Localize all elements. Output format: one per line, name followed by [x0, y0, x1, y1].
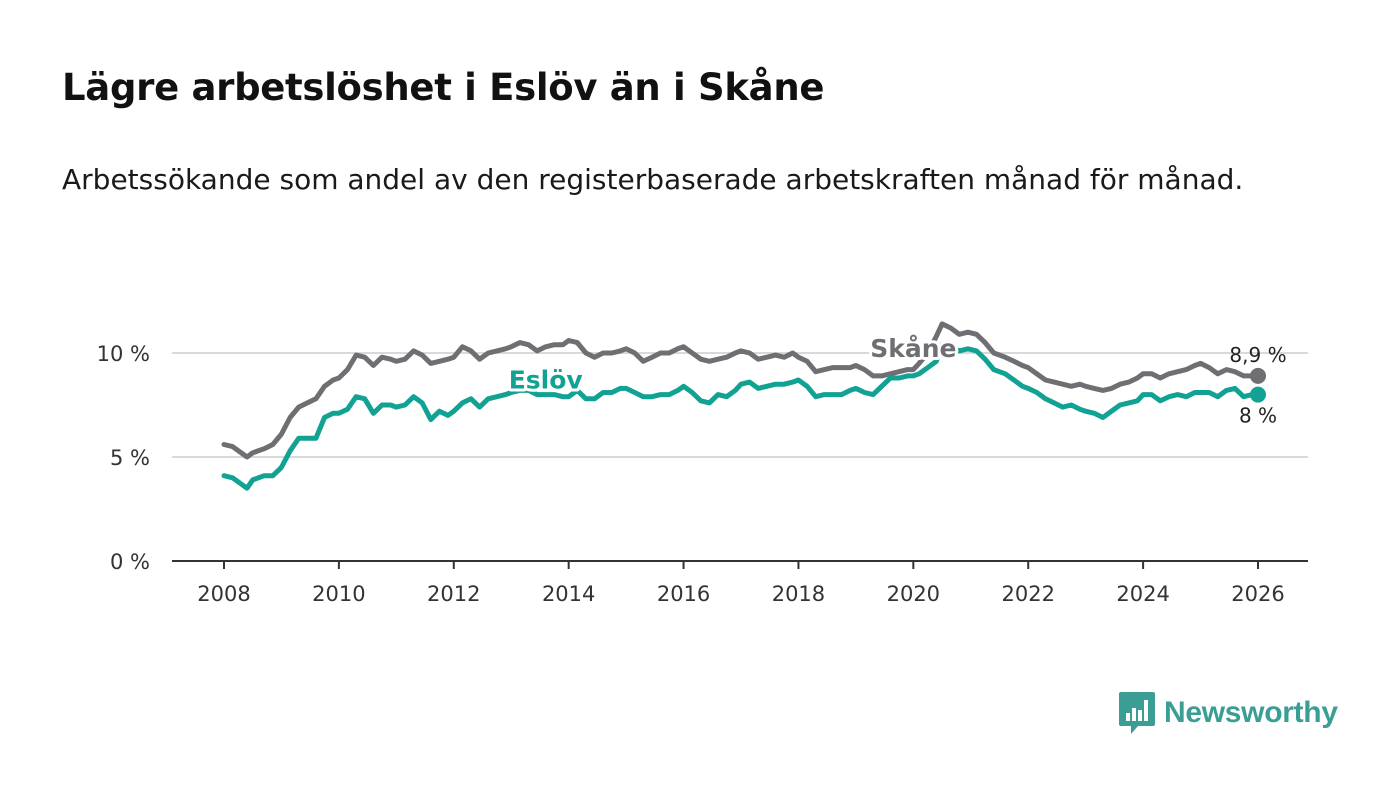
- x-tick-label: 2014: [542, 582, 595, 606]
- series-line-skane: [221, 321, 1261, 460]
- end-point-marker: [1250, 386, 1266, 403]
- newsworthy-logo-icon: [1119, 692, 1155, 734]
- y-tick-label: 0 %: [110, 550, 150, 574]
- newsworthy-logo-text: Newsworthy: [1164, 696, 1338, 729]
- series-label: Skåne: [870, 334, 956, 363]
- series-label: Eslöv: [509, 365, 583, 394]
- chart-title: Lägre arbetslöshet i Eslöv än i Skåne: [62, 66, 825, 109]
- end-value-label: 8 %: [1239, 404, 1277, 428]
- x-tick-label: 2026: [1231, 582, 1284, 606]
- series-line-eslov: [221, 342, 1261, 491]
- x-tick-label: 2010: [312, 582, 365, 606]
- x-tick-label: 2022: [1001, 582, 1054, 606]
- chart-subtitle: Arbetssökande som andel av den registerb…: [62, 163, 1244, 196]
- x-tick-label: 2020: [887, 582, 940, 606]
- newsworthy-logo[interactable]: Newsworthy: [1118, 690, 1338, 736]
- x-tick-label: 2024: [1116, 582, 1169, 606]
- x-tick-label: 2012: [427, 582, 480, 606]
- y-tick-label: 10 %: [97, 342, 150, 366]
- x-tick-label: 2016: [657, 582, 710, 606]
- x-tick-label: 2008: [197, 582, 250, 606]
- end-value-label: 8,9 %: [1229, 343, 1286, 367]
- x-tick-label: 2018: [772, 582, 825, 606]
- y-tick-label: 5 %: [110, 446, 150, 470]
- end-point-marker: [1250, 367, 1266, 384]
